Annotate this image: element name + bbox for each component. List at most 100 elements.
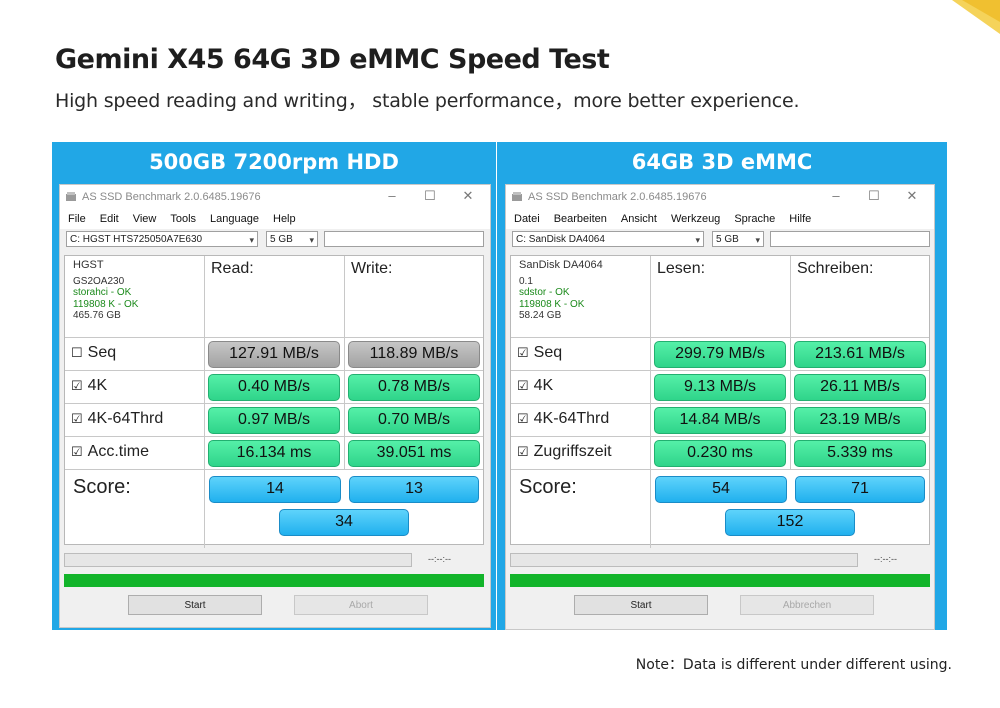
benchmark-window: AS SSD Benchmark 2.0.6485.19676 – ☐ ✕ Datei B… [505,184,935,630]
chevron-down-icon: ▾ [695,235,700,245]
drive-select-value: C: SanDisk DA4064 [516,234,605,245]
size-select[interactable]: 5 GB ▾ [712,231,764,247]
write-cell: 118.89 MB/s [345,338,483,371]
abort-button[interactable]: Abbrechen [740,595,874,615]
close-icon[interactable]: ✕ [906,188,918,203]
menu-item[interactable]: View [132,213,157,225]
menu-item[interactable]: Edit [99,213,119,225]
test-row-label: ☑ Zugriffszeit [511,437,651,470]
write-cell: 5.339 ms [791,437,929,470]
status-bar [64,574,484,587]
test-row-label: ☑ Acc.time [65,437,205,470]
read-value: 0.40 MB/s [208,374,340,401]
app-icon [66,192,76,201]
score-total: 34 [279,509,409,536]
start-button[interactable]: Start [128,595,262,615]
test-row-label: ☑ 4K [65,371,205,404]
panel-hdd: 500GB 7200rpm HDD AS SSD Benchmark 2.0.64… [52,142,496,630]
chevron-down-icon: ▾ [309,235,314,245]
write-cell: 39.051 ms [345,437,483,470]
write-cell: 0.70 MB/s [345,404,483,437]
minimize-icon[interactable]: – [832,188,840,203]
blank-input[interactable] [770,231,930,247]
drive-info-line: SanDisk DA4064 [519,259,603,271]
read-cell: 0.230 ms [651,437,791,470]
test-name: 4K-64Thrd [533,410,610,427]
write-cell: 26.11 MB/s [791,371,929,404]
selector-row: C: SanDisk DA4064 ▾ 5 GB ▾ [506,229,934,253]
page-title: Gemini X45 64G 3D eMMC Speed Test [55,44,610,75]
menu-item[interactable]: Help [273,213,296,225]
status-bar [510,574,930,587]
write-value: 26.11 MB/s [794,374,926,401]
menu-item[interactable]: Ansicht [620,213,657,225]
window-titlebar[interactable]: AS SSD Benchmark 2.0.6485.19676 – ☐ ✕ [60,185,490,209]
read-value: 0.97 MB/s [208,407,340,434]
elapsed-timer: --:--:-- [428,554,451,564]
test-row-label: ☑ 4K [511,371,651,404]
read-value: 127.91 MB/s [208,341,340,368]
drive-select-value: C: HGST HTS725050A7E630 [70,234,203,245]
menu-item[interactable]: Hilfe [789,213,812,225]
read-cell: 0.40 MB/s [205,371,345,404]
test-checkbox[interactable]: ☑ [517,444,529,459]
menu-item[interactable]: Tools [170,213,197,225]
test-checkbox[interactable]: ☐ [71,345,83,360]
size-select[interactable]: 5 GB ▾ [266,231,318,247]
menu-item[interactable]: Bearbeiten [553,213,607,225]
write-value: 213.61 MB/s [794,341,926,368]
menu-item[interactable]: Datei [514,213,540,225]
drive-info-line: 58.24 GB [519,310,562,321]
test-name: 4K-64Thrd [87,410,164,427]
score-cell: Score: [65,470,205,548]
menu-item[interactable]: Sprache [734,213,776,225]
maximize-icon[interactable]: ☐ [424,188,436,203]
write-cell: 213.61 MB/s [791,338,929,371]
read-cell: 0.97 MB/s [205,404,345,437]
score-read: 14 [209,476,341,503]
write-value: 23.19 MB/s [794,407,926,434]
read-cell: 14.84 MB/s [651,404,791,437]
read-header: Read: [205,256,345,338]
start-button[interactable]: Start [574,595,708,615]
read-cell: 9.13 MB/s [651,371,791,404]
test-checkbox[interactable]: ☑ [71,378,83,393]
minimize-icon[interactable]: – [388,188,396,203]
test-checkbox[interactable]: ☑ [517,345,529,360]
write-header: Write: [345,256,483,338]
blank-input[interactable] [324,231,484,247]
elapsed-timer: --:--:-- [874,554,897,564]
menu-item[interactable]: Werkzeug [670,213,721,225]
test-checkbox[interactable]: ☑ [517,378,529,393]
panel-emmc: 64GB 3D eMMC AS SSD Benchmark 2.0.6485.19… [497,142,947,630]
read-value: 14.84 MB/s [654,407,786,434]
app-icon [512,192,522,201]
read-cell: 299.79 MB/s [651,338,791,371]
size-select-value: 5 GB [270,234,293,245]
chevron-down-icon: ▾ [249,235,254,245]
size-select-value: 5 GB [716,234,739,245]
test-name: Seq [87,344,117,361]
maximize-icon[interactable]: ☐ [868,188,880,203]
test-checkbox[interactable]: ☑ [517,411,529,426]
close-icon[interactable]: ✕ [462,188,474,203]
score-read: 54 [655,476,787,503]
abort-button[interactable]: Abort [294,595,428,615]
score-label: Score: [519,476,577,498]
menu-item[interactable]: Language [210,213,259,225]
write-cell: 23.19 MB/s [791,404,929,437]
test-checkbox[interactable]: ☑ [71,411,83,426]
drive-select[interactable]: C: HGST HTS725050A7E630 ▾ [66,231,258,247]
test-checkbox[interactable]: ☑ [71,444,83,459]
drive-info-line: GS2OA230 [73,275,125,287]
drive-info-line: 119808 K - OK [519,298,585,310]
progress-bar [510,553,858,567]
write-value: 0.70 MB/s [348,407,480,434]
drive-select[interactable]: C: SanDisk DA4064 ▾ [512,231,704,247]
menubar: Datei Bearbeiten Ansicht Werkzeug Sprache Hil… [506,209,934,229]
drive-info-line: HGST [73,259,104,271]
menu-item[interactable]: File [68,213,86,225]
window-titlebar[interactable]: AS SSD Benchmark 2.0.6485.19676 – ☐ ✕ [506,185,934,209]
test-name: Acc.time [87,443,149,460]
read-cell: 16.134 ms [205,437,345,470]
